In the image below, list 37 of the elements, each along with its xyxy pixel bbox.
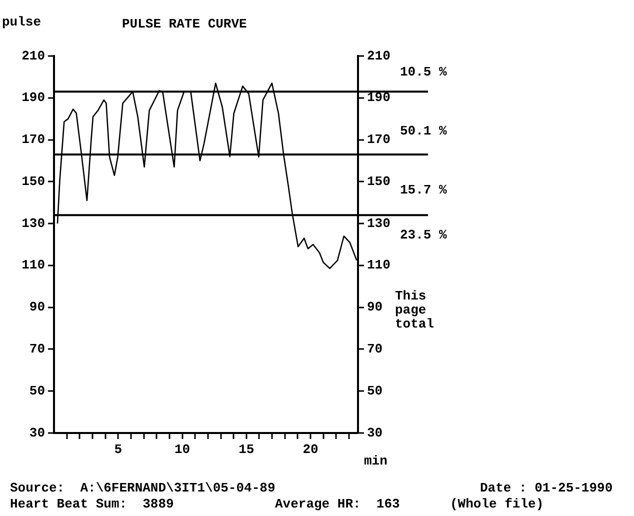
y2-tick-label: 150 [367, 174, 391, 189]
text: 50.1 % [400, 123, 448, 138]
source-note: Source: A:\6FERNAND\3IT1\05-04-89 [10, 480, 276, 496]
y-tick-label: 170 [22, 132, 46, 148]
y2-tick-label: 30 [367, 425, 383, 440]
text: (Whole file) [450, 496, 544, 512]
x-tick-label: 15 [238, 442, 254, 458]
y2-tick-label: 190 [367, 90, 391, 106]
y2-tick-label: 110 [367, 258, 391, 273]
x-tick-label: 10 [174, 442, 190, 458]
y-tick-label: 90 [29, 300, 46, 315]
text: Average HR: 163 [275, 496, 400, 512]
text: 15.7 % [400, 182, 448, 198]
y-axis-title: pulse [2, 14, 42, 30]
text: Heart Beat Sum: 3889 [10, 496, 174, 512]
text: 10.5 % [400, 64, 448, 80]
y2-tick-label: 50 [367, 383, 383, 398]
y-tick-label: 190 [22, 90, 46, 106]
text: 23.5 % [400, 227, 448, 242]
y2-tick-label: 90 [367, 300, 383, 315]
y-tick-label: 130 [22, 216, 46, 231]
y2-tick-label: 70 [367, 342, 383, 357]
y-tick-label: 210 [22, 48, 46, 64]
y-tick-label: 30 [29, 425, 46, 440]
x-axis-title: min [364, 453, 388, 468]
x-tick-label: 5 [114, 442, 122, 458]
y2-tick-label: 210 [367, 48, 391, 64]
y-tick-label: 110 [22, 258, 46, 273]
x-tick-label: 20 [302, 442, 319, 458]
y-tick-label: 70 [29, 342, 46, 357]
y2-tick-label: 130 [367, 216, 391, 231]
text: This page total [395, 288, 434, 332]
y2-tick-label: 170 [367, 132, 391, 148]
y-tick-label: 150 [22, 174, 46, 189]
chart-title: PULSE RATE CURVE [122, 16, 248, 32]
text: Date : 01-25-1990 [480, 480, 613, 496]
y-tick-label: 50 [29, 383, 46, 398]
